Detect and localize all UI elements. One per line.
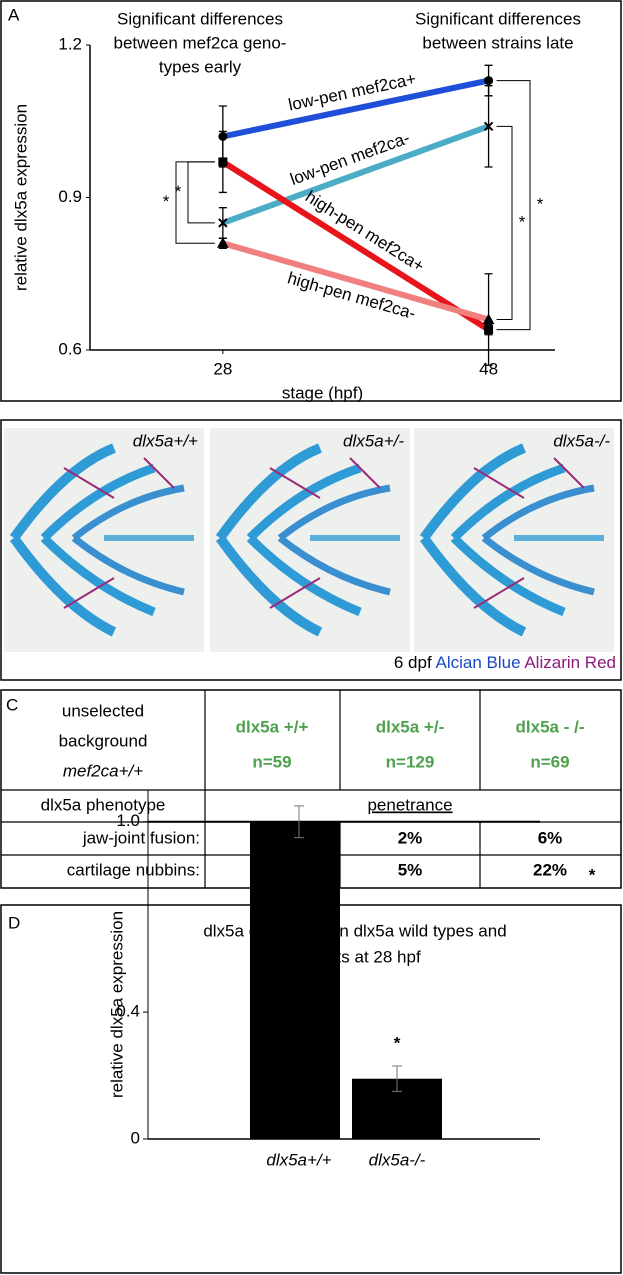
annotation: types early bbox=[159, 57, 242, 76]
x-tick-label: 48 bbox=[479, 359, 498, 378]
cell: 6% bbox=[538, 828, 563, 847]
y-axis-label: relative dlx5a expression bbox=[107, 911, 126, 1098]
y-tick-label: 1.0 bbox=[116, 811, 140, 830]
image bbox=[210, 428, 410, 652]
significance: * bbox=[394, 1034, 401, 1053]
image bbox=[4, 428, 204, 652]
y-tick-label: 0.9 bbox=[58, 187, 82, 206]
x-tick-label: 28 bbox=[213, 359, 232, 378]
stain: Alizarin Red bbox=[524, 653, 616, 672]
y-axis-label: relative dlx5a expression bbox=[11, 104, 30, 291]
annotation: Significant differences bbox=[117, 9, 283, 28]
marker bbox=[482, 313, 495, 324]
genotype-label: dlx5a-/- bbox=[553, 431, 610, 450]
cell: 5% bbox=[398, 860, 423, 879]
series-line bbox=[221, 159, 491, 333]
panel-label: C bbox=[6, 695, 18, 714]
error-bar bbox=[392, 1065, 402, 1092]
column-count: n=59 bbox=[252, 752, 291, 771]
annotation: between mef2ca geno- bbox=[114, 33, 287, 52]
y-tick-label: 0.6 bbox=[58, 339, 82, 358]
bracket bbox=[496, 125, 513, 320]
y-tick-label: 0 bbox=[131, 1128, 140, 1147]
table-corner: mef2ca+/+ bbox=[63, 761, 143, 780]
marker bbox=[483, 121, 494, 132]
bracket bbox=[496, 80, 531, 331]
y-tick-label: 1.2 bbox=[58, 34, 82, 53]
column-header: dlx5a +/+ bbox=[236, 717, 309, 736]
row-label: cartilage nubbins: bbox=[67, 860, 200, 879]
marker bbox=[218, 157, 228, 167]
subheader: penetrance bbox=[367, 795, 452, 814]
series-line bbox=[222, 77, 490, 140]
column-count: n=69 bbox=[530, 752, 569, 771]
significance: * bbox=[175, 182, 182, 201]
panel-frame bbox=[0, 419, 622, 681]
subheader: dlx5a phenotype bbox=[41, 795, 166, 814]
series-line bbox=[222, 240, 490, 323]
panel-label: D bbox=[8, 913, 20, 932]
significance: * bbox=[537, 195, 544, 214]
image bbox=[414, 428, 614, 652]
stage: 6 dpf bbox=[394, 653, 432, 672]
marker bbox=[218, 218, 228, 228]
marker bbox=[484, 76, 494, 86]
annotation: between strains late bbox=[422, 33, 573, 52]
bracket bbox=[175, 161, 215, 244]
bar bbox=[250, 821, 340, 1139]
table-corner: background bbox=[59, 731, 148, 750]
genotype-label: dlx5a+/+ bbox=[133, 431, 198, 450]
stain: Alcian Blue bbox=[435, 653, 520, 672]
column-count: n=129 bbox=[386, 752, 435, 771]
significance: * bbox=[589, 865, 596, 884]
bracket bbox=[187, 161, 215, 224]
column-header: dlx5a +/- bbox=[376, 717, 445, 736]
stain-legend: 6 dpf Alcian Blue Alizarin Red bbox=[394, 653, 616, 672]
column-header: dlx5a - /- bbox=[516, 717, 585, 736]
annotation: Significant differences bbox=[415, 9, 581, 28]
cell: 2% bbox=[398, 828, 423, 847]
marker bbox=[217, 237, 229, 248]
x-tick-label: dlx5a-/- bbox=[369, 1150, 426, 1169]
series-line bbox=[221, 123, 490, 226]
table-corner: unselected bbox=[62, 701, 144, 720]
y-tick-label: 0.4 bbox=[116, 1002, 140, 1021]
chart-title: dlx5a expression in dlx5a wild types and bbox=[203, 921, 506, 940]
panel-frame bbox=[0, 0, 622, 402]
x-axis-label: stage (hpf) bbox=[282, 383, 363, 402]
row-label: jaw-joint fusion: bbox=[82, 828, 200, 847]
cell: 22% bbox=[533, 860, 567, 879]
series-label: high-pen mef2ca+ bbox=[302, 187, 428, 276]
error-bar bbox=[294, 805, 304, 839]
panel-label: A bbox=[8, 5, 20, 24]
significance: * bbox=[163, 192, 170, 211]
significance: * bbox=[519, 212, 526, 231]
genotype-label: dlx5a+/- bbox=[343, 431, 404, 450]
x-tick-label: dlx5a+/+ bbox=[266, 1150, 331, 1169]
